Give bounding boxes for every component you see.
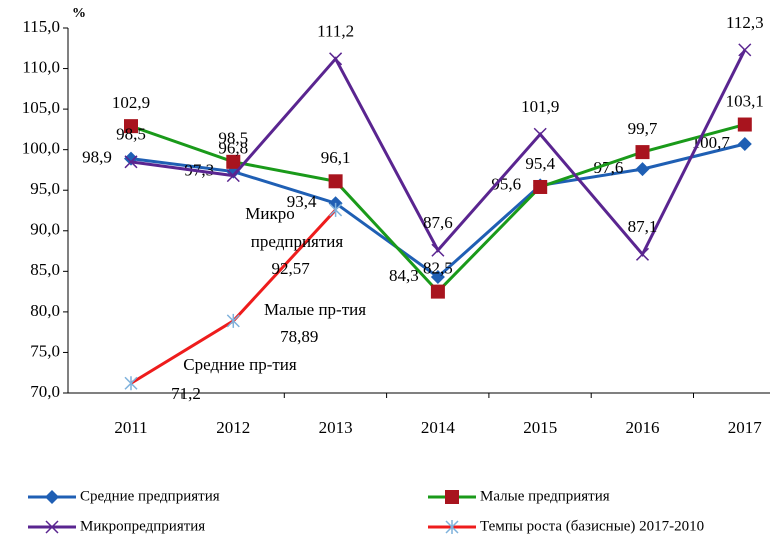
legend-label: Темпы роста (базисные) 2017-2010 — [480, 518, 704, 534]
data-point — [226, 169, 240, 183]
x-tick-label: 2011 — [114, 418, 147, 437]
y-tick-label: 75,0 — [30, 341, 60, 360]
series-line — [130, 142, 746, 279]
x-tick-label: 2014 — [421, 418, 456, 437]
legend-marker — [445, 520, 459, 534]
y-tick-label: 95,0 — [30, 179, 60, 198]
data-label: 95,4 — [525, 154, 555, 173]
data-point — [329, 202, 343, 217]
data-label: 102,9 — [112, 93, 150, 112]
data-label: 84,3 — [389, 266, 419, 285]
data-label: 98,5 — [116, 125, 146, 144]
data-point — [430, 270, 445, 285]
data-label: 87,1 — [628, 217, 658, 236]
y-unit: % — [72, 6, 86, 21]
data-label: 112,3 — [726, 13, 764, 32]
data-point — [328, 174, 343, 189]
legend-marker — [45, 520, 59, 534]
data-point — [430, 284, 445, 299]
data-point — [124, 155, 138, 169]
y-tick-label: 70,0 — [30, 382, 60, 401]
legend-label: Малые предприятия — [480, 488, 610, 504]
y-tick-label: 115,0 — [22, 17, 60, 36]
data-point — [226, 154, 241, 169]
data-point — [737, 117, 752, 132]
data-label: 111,2 — [317, 22, 354, 41]
data-point — [635, 162, 650, 177]
data-label: 96,1 — [321, 148, 351, 167]
data-point — [533, 179, 548, 194]
data-label: 98,5 — [218, 129, 248, 148]
data-point — [124, 119, 138, 134]
data-label: 93,4 — [287, 192, 317, 211]
y-tick-label: 100,0 — [22, 139, 60, 158]
y-tick-label: 85,0 — [30, 260, 60, 279]
y-tick-label: 80,0 — [30, 301, 60, 320]
data-label: 82,5 — [423, 259, 453, 278]
data-label: 101,9 — [521, 97, 559, 116]
x-tick-label: 2016 — [626, 418, 660, 437]
data-point — [737, 136, 752, 151]
y-tick-label: 105,0 — [22, 98, 60, 117]
data-point — [635, 145, 650, 160]
legend-label: Микропредприятия — [80, 518, 205, 534]
legend-marker — [445, 490, 459, 504]
data-label: 78,89 — [280, 327, 318, 346]
data-label: 103,1 — [726, 91, 764, 110]
data-point — [329, 52, 343, 66]
data-label: 87,6 — [423, 213, 453, 232]
data-label: 92,57 — [271, 259, 310, 278]
legend-marker — [45, 490, 59, 504]
annotation: Малые пр-тия — [264, 300, 366, 319]
x-tick-label: 2012 — [216, 418, 250, 437]
data-label: 98,9 — [82, 147, 112, 166]
data-label: 71,2 — [171, 384, 201, 403]
data-label: 97,6 — [594, 158, 624, 177]
data-point — [635, 247, 650, 261]
x-tick-label: 2015 — [523, 418, 557, 437]
data-label: 99,7 — [628, 119, 658, 138]
legend-label: Средние предприятия — [80, 488, 220, 504]
data-point — [226, 313, 240, 328]
data-point — [431, 243, 445, 257]
data-point — [124, 376, 138, 391]
annotation: Микро — [245, 204, 294, 223]
x-tick-label: 2013 — [319, 418, 353, 437]
y-tick-label: 90,0 — [30, 220, 60, 239]
annotation: предприятия — [251, 232, 344, 251]
x-tick-label: 2017 — [728, 418, 763, 437]
data-point — [533, 127, 547, 141]
data-point — [738, 43, 752, 57]
y-tick-label: 110,0 — [22, 57, 60, 76]
annotation: Средние пр-тия — [183, 355, 297, 374]
data-label: 96,8 — [218, 139, 248, 158]
